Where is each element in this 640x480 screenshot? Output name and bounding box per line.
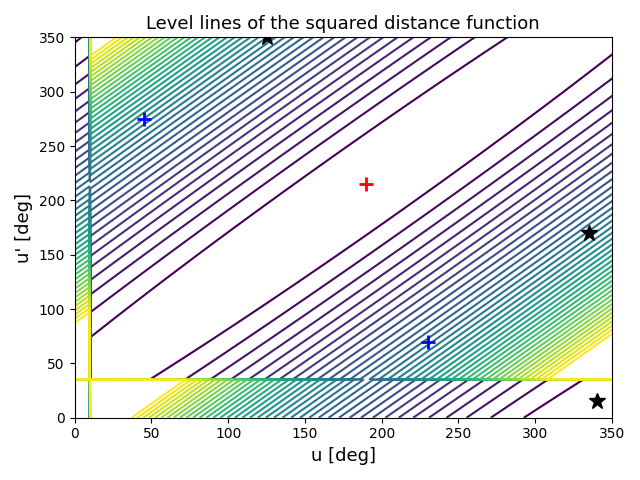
X-axis label: u [deg]: u [deg] bbox=[311, 447, 376, 465]
Title: Level lines of the squared distance function: Level lines of the squared distance func… bbox=[147, 15, 540, 33]
Y-axis label: u' [deg]: u' [deg] bbox=[15, 192, 33, 263]
